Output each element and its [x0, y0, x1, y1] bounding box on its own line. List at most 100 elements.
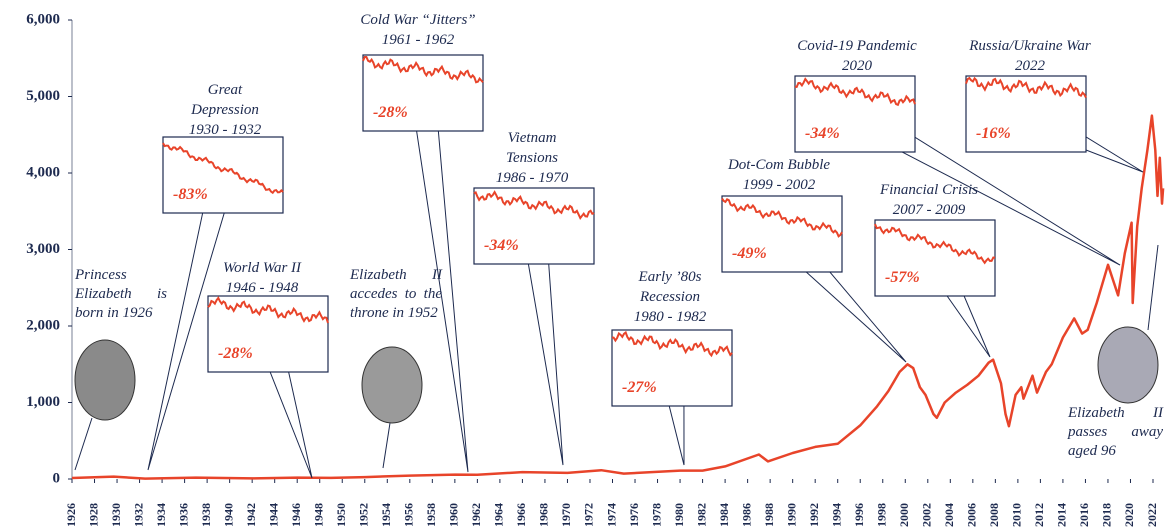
change-label: -28%	[218, 345, 253, 362]
x-tick-label: 2004	[942, 503, 956, 527]
x-tick-label: 1938	[199, 503, 213, 527]
change-label: -34%	[805, 125, 840, 142]
annotation-title: Dot-Com Bubble	[679, 155, 879, 175]
x-tick-label: 1970	[559, 503, 573, 527]
x-tick-label: 1988	[762, 503, 776, 527]
change-label: -28%	[373, 104, 408, 121]
x-tick-label: 1958	[424, 503, 438, 527]
annotation-period: 1930 - 1932	[180, 120, 270, 140]
x-tick-label: 2012	[1032, 503, 1046, 527]
x-tick-label: 2014	[1055, 503, 1069, 527]
annotation-period: 2007 - 2009	[829, 200, 1029, 220]
y-tick-label: 0	[53, 470, 61, 486]
x-tick-label: 2008	[987, 503, 1001, 527]
x-tick-label: 2018	[1100, 503, 1114, 527]
x-tick-label: 1934	[154, 503, 168, 527]
y-tick-label: 1,000	[26, 394, 60, 410]
change-label: -34%	[484, 237, 519, 254]
change-label: -57%	[885, 269, 920, 286]
annotation-period: 1986 - 1970	[487, 168, 577, 188]
x-tick-label: 1994	[829, 503, 843, 527]
pointer	[383, 423, 390, 468]
x-tick-label: 1978	[649, 503, 663, 527]
x-tick-label: 1928	[86, 503, 100, 527]
x-tick-label: 1986	[739, 503, 753, 527]
y-tick-label: 2,000	[26, 317, 60, 333]
x-tick-label: 2020	[1122, 503, 1136, 527]
x-tick-label: 1976	[627, 503, 641, 527]
y-tick-label: 5,000	[26, 88, 60, 104]
x-tick-label: 1940	[221, 503, 235, 527]
x-tick-label: 1960	[447, 503, 461, 527]
annotation-period: 2022	[930, 56, 1130, 76]
x-tick-label: 1980	[672, 503, 686, 527]
annotation-title: Financial Crisis	[829, 180, 1029, 200]
x-tick-label: 2022	[1145, 503, 1159, 527]
x-tick-label: 2000	[897, 503, 911, 527]
x-tick-label: 1984	[717, 503, 731, 527]
change-label: -49%	[732, 245, 767, 262]
x-tick-label: 1982	[694, 503, 708, 527]
y-tick-label: 3,000	[26, 241, 60, 257]
pointer	[75, 418, 92, 470]
x-tick-label: 1990	[784, 503, 798, 527]
y-tick-label: 6,000	[26, 11, 60, 27]
x-tick-label: 1950	[334, 503, 348, 527]
pointer	[1148, 245, 1158, 330]
x-tick-label: 1974	[604, 503, 618, 527]
x-tick-label: 1996	[852, 503, 866, 527]
annotation-title: Early ’80s Recession	[625, 267, 715, 307]
x-tick-label: 1962	[469, 503, 483, 527]
photo	[1098, 327, 1158, 403]
x-tick-label: 1954	[379, 503, 393, 527]
annotation-title: World War II	[162, 258, 362, 278]
x-tick-label: 2010	[1010, 503, 1024, 527]
note: Elizabeth II passes away aged 96	[1068, 404, 1163, 461]
note: Elizabeth II accedes to the throne in 19…	[350, 266, 442, 323]
x-tick-label: 1942	[244, 503, 258, 527]
annotation-period: 1980 - 1982	[625, 307, 715, 327]
x-tick-label: 1948	[311, 503, 325, 527]
y-tick-label: 4,000	[26, 164, 60, 180]
x-tick-label: 2016	[1077, 503, 1091, 527]
x-tick-label: 1972	[582, 503, 596, 527]
x-tick-label: 2002	[920, 503, 934, 527]
x-tick-label: 1946	[289, 503, 303, 527]
change-label: -83%	[173, 186, 208, 203]
x-tick-label: 1952	[357, 503, 371, 527]
annotation-title: Russia/Ukraine War	[930, 36, 1130, 56]
x-tick-label: 2006	[965, 503, 979, 527]
annotation-period: 1946 - 1948	[162, 278, 362, 298]
annotation-period: 2020	[757, 56, 957, 76]
photo	[75, 340, 135, 420]
annotation-period: 1961 - 1962	[318, 30, 518, 50]
annotation-title: Cold War “Jitters”	[318, 10, 518, 30]
x-tick-label: 1998	[875, 503, 889, 527]
x-tick-label: 1964	[492, 503, 506, 527]
x-tick-label: 1936	[176, 503, 190, 527]
x-tick-label: 1956	[402, 503, 416, 527]
x-tick-label: 1932	[131, 503, 145, 527]
note: Princess Elizabeth is born in 1926	[75, 266, 167, 323]
change-label: -16%	[976, 125, 1011, 142]
x-tick-label: 1930	[109, 503, 123, 527]
x-tick-label: 1966	[514, 503, 528, 527]
annotation-title: Great Depression	[180, 80, 270, 120]
annotation-title: Vietnam Tensions	[487, 128, 577, 168]
x-tick-label: 1926	[64, 503, 78, 527]
x-tick-label: 1968	[537, 503, 551, 527]
photo	[362, 347, 422, 423]
chart: 0 1,000 2,000 3,000 4,000 5,000 6,000 1926 1928 1…	[0, 0, 1166, 528]
change-label: -27%	[622, 379, 657, 396]
annotation-title: Covid-19 Pandemic	[757, 36, 957, 56]
annotation-title: Cold War “Jitters”1961 - 1962	[318, 10, 518, 50]
x-tick-label: 1992	[807, 503, 821, 527]
x-tick-label: 1944	[266, 503, 280, 527]
